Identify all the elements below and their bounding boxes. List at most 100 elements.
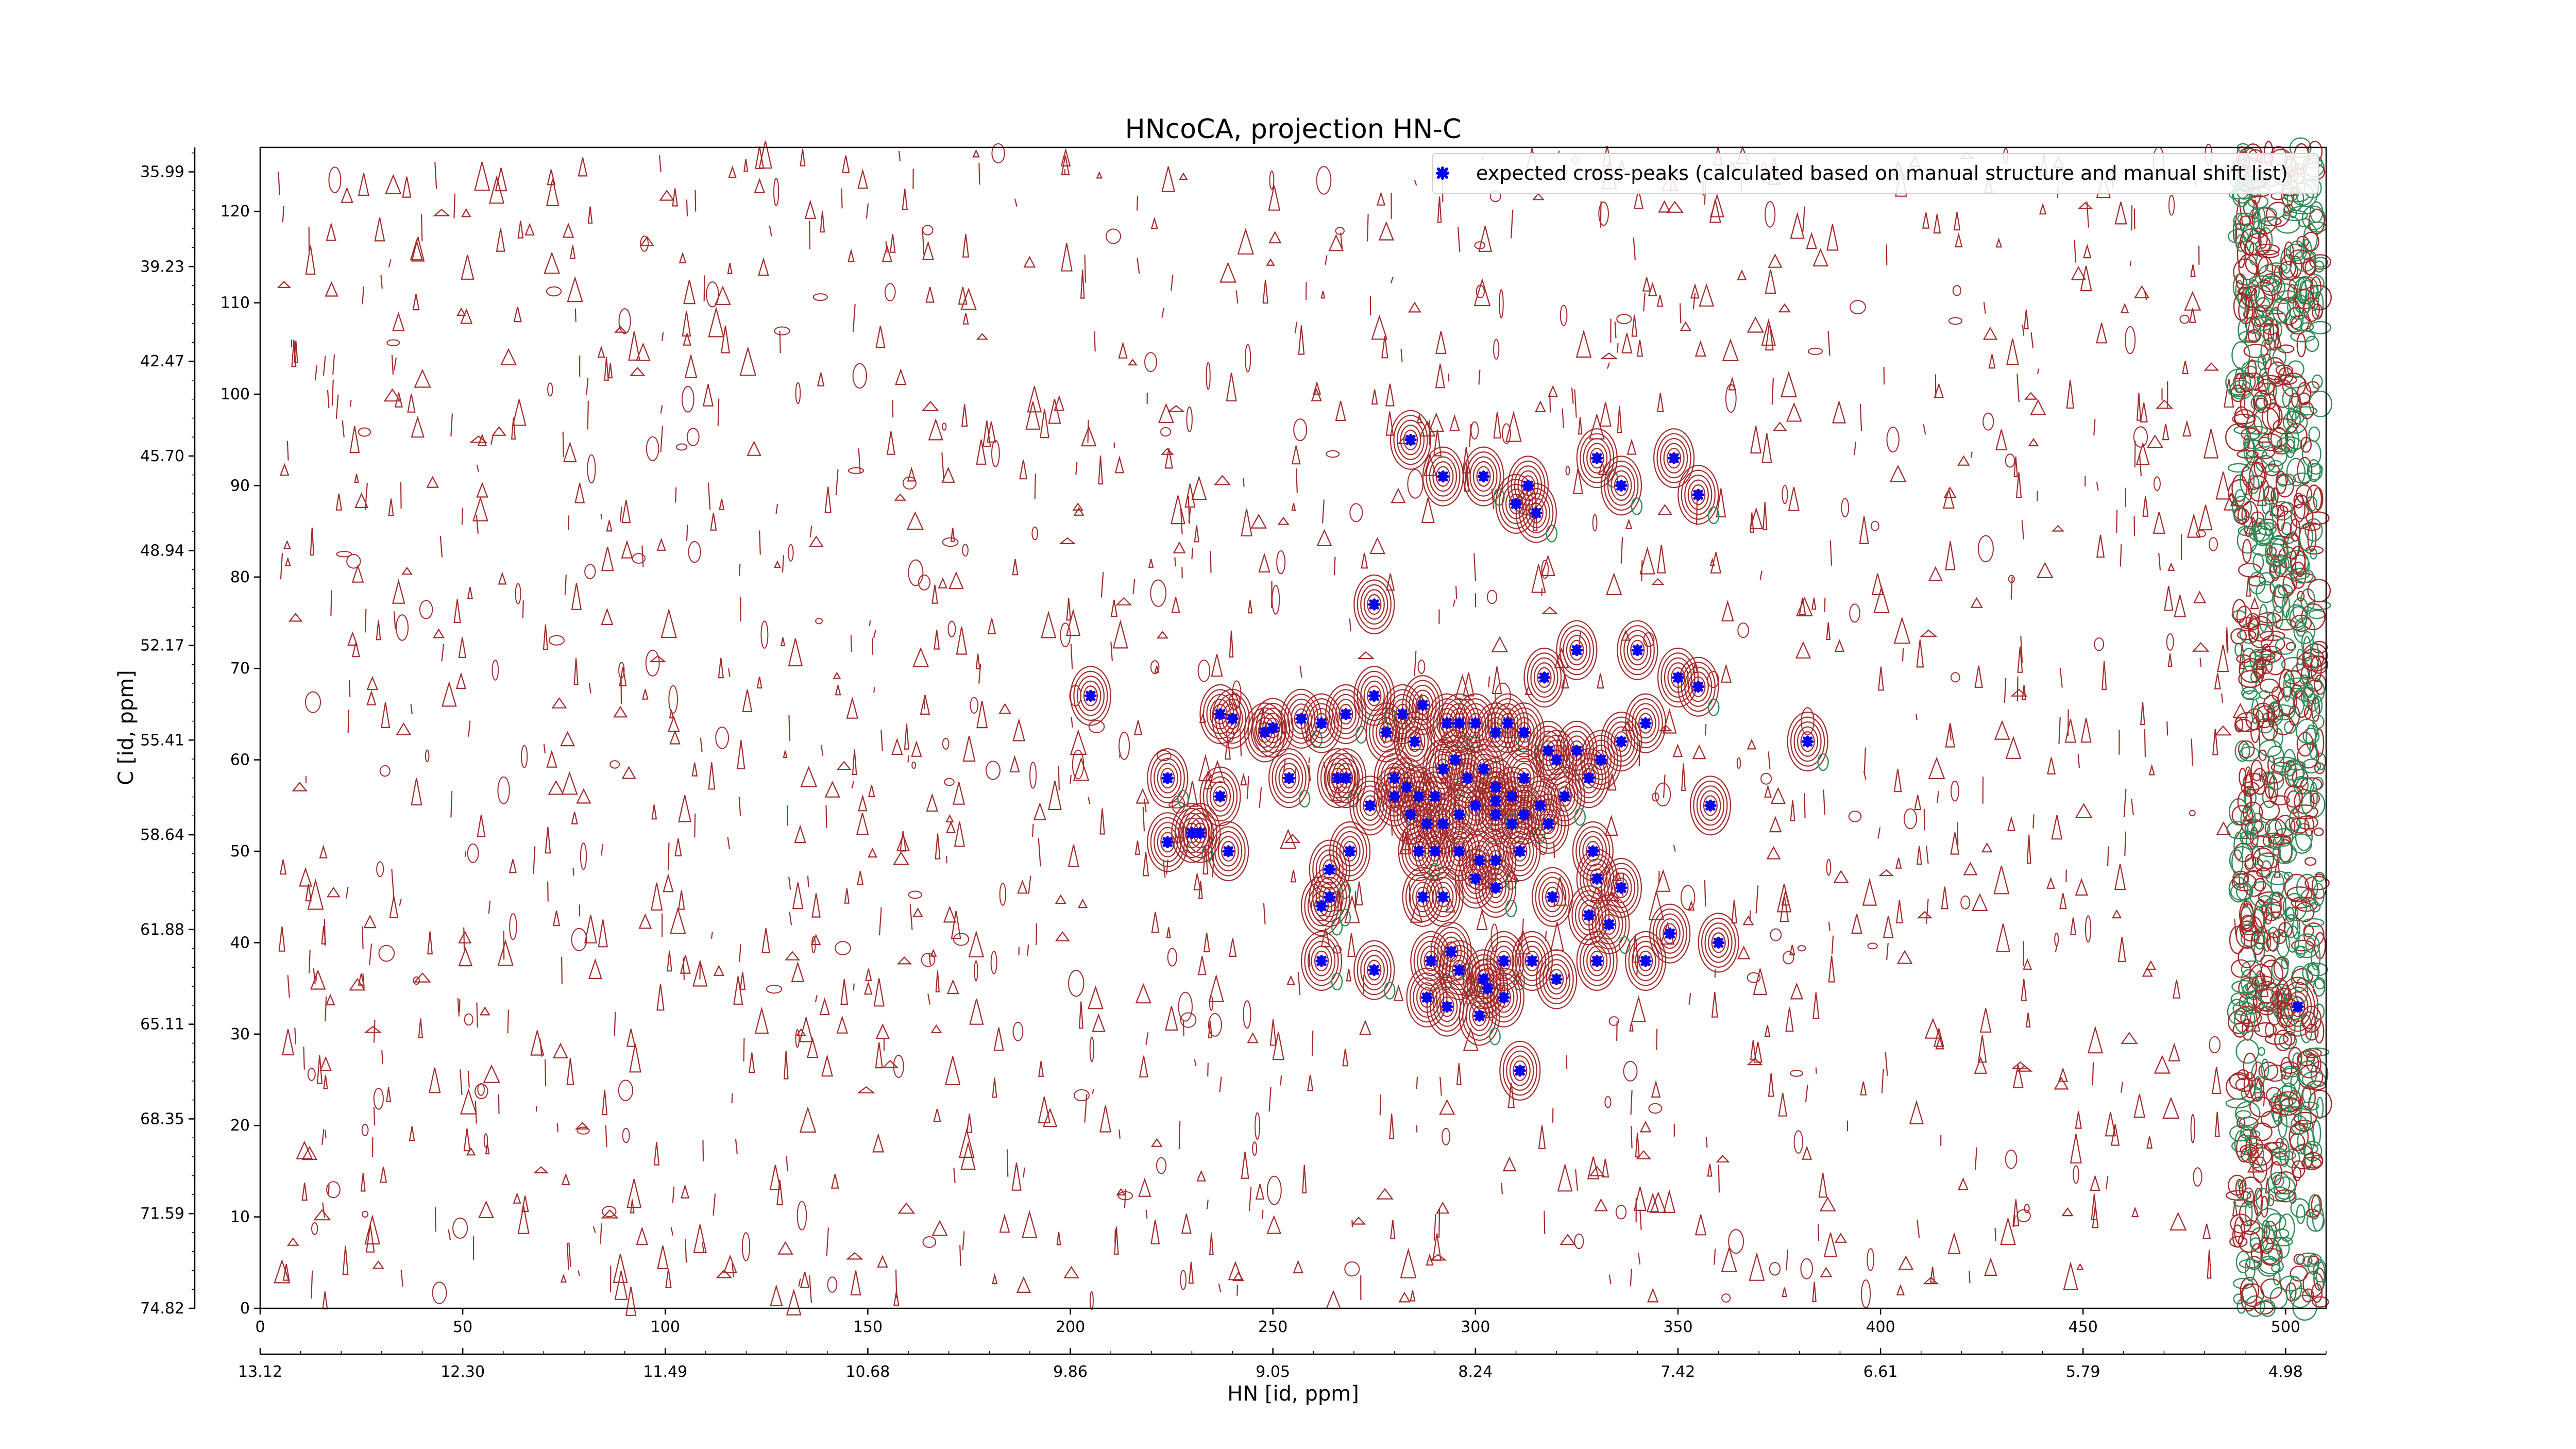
edge-contour <box>2283 673 2292 702</box>
edge-contour <box>2274 1171 2297 1194</box>
noise-contour <box>601 1209 619 1219</box>
noise-contour <box>974 960 978 982</box>
edge-contour <box>2255 207 2277 222</box>
edge-contour <box>2310 642 2319 670</box>
noise-contour <box>1679 303 1682 324</box>
noise-contour <box>274 1259 291 1284</box>
noise-contour <box>800 766 818 787</box>
noise-contour <box>908 559 924 586</box>
noise-contour <box>2016 1209 2031 1222</box>
peak-contour <box>1363 680 1385 712</box>
y-ppm-tick-label: 39.23 <box>140 258 184 276</box>
cross-peak-marker <box>1639 955 1652 967</box>
noise-contour <box>1788 486 1800 511</box>
peak-contour <box>1268 748 1310 808</box>
noise-contour <box>1134 840 1141 855</box>
noise-contour <box>402 176 412 198</box>
noise-contour <box>512 399 527 426</box>
peak-contour <box>1632 940 1660 982</box>
noise-contour <box>2066 380 2074 409</box>
noise-contour <box>1183 1021 1184 1036</box>
noise-contour <box>319 1056 332 1071</box>
noise-contour <box>1442 1127 1451 1145</box>
noise-contour <box>908 890 922 899</box>
x-tick-label: 250 <box>1258 1318 1287 1336</box>
noise-contour <box>556 1123 559 1133</box>
noise-contour <box>544 251 560 274</box>
noise-contour <box>1266 1215 1282 1234</box>
noise-contour <box>935 970 940 992</box>
noise-contour <box>1161 166 1176 192</box>
noise-contour <box>656 537 666 551</box>
negative-contour <box>1708 506 1720 525</box>
noise-contour <box>927 993 931 1005</box>
noise-contour <box>1208 1021 1213 1038</box>
edge-contour <box>2311 1155 2324 1168</box>
noise-contour <box>1229 630 1234 658</box>
noise-contour <box>2203 429 2219 459</box>
noise-contour <box>1749 507 1763 529</box>
noise-contour <box>754 178 766 193</box>
edge-contour <box>2254 527 2274 544</box>
edge-contour <box>2251 975 2275 987</box>
peak-contour <box>1545 886 1560 907</box>
edge-contour <box>2312 1120 2321 1147</box>
noise-contour <box>904 723 909 750</box>
noise-contour <box>2022 685 2027 700</box>
noise-contour <box>605 1125 607 1148</box>
noise-contour <box>619 507 622 522</box>
noise-contour <box>1877 666 1884 691</box>
edge-contour <box>2271 958 2289 981</box>
noise-contour <box>2153 476 2161 491</box>
noise-contour <box>2054 932 2059 946</box>
noise-contour <box>639 236 655 246</box>
noise-contour <box>335 394 339 419</box>
noise-contour <box>956 626 968 655</box>
noise-contour <box>1197 956 1207 975</box>
edge-contour <box>2290 330 2316 343</box>
noise-contour <box>1308 757 1310 764</box>
noise-contour <box>2191 738 2193 766</box>
noise-contour <box>1124 1189 1127 1208</box>
noise-contour <box>987 421 996 443</box>
edge-contour <box>2239 1176 2263 1203</box>
peak-contour <box>1625 693 1667 753</box>
noise-contour <box>362 973 365 988</box>
noise-contour <box>1029 762 1037 789</box>
noise-contour <box>821 1054 833 1077</box>
noise-contour <box>286 441 289 461</box>
peak-contour <box>1509 836 1531 867</box>
noise-contour <box>1753 1041 1762 1063</box>
noise-contour <box>942 537 959 547</box>
y-ppm-tick-label: 35.99 <box>140 163 184 181</box>
peak-contour <box>1483 967 1524 1027</box>
x-axis-label: HN [id, ppm] <box>1227 1382 1359 1406</box>
noise-contour <box>1246 776 1249 799</box>
noise-contour <box>1617 406 1622 433</box>
noise-contour <box>2158 553 2161 570</box>
noise-contour <box>325 281 338 297</box>
negative-contour <box>1546 525 1558 543</box>
noise-contour <box>604 357 609 381</box>
noise-contour <box>815 995 818 1003</box>
noise-contour <box>577 1126 590 1135</box>
noise-contour <box>1574 1233 1584 1250</box>
noise-contour <box>669 710 674 719</box>
peak-contour <box>1493 982 1515 1013</box>
peak-contour <box>1700 790 1721 821</box>
noise-contour <box>799 1015 814 1042</box>
noise-contour <box>953 1167 956 1183</box>
edge-contour <box>2285 906 2298 920</box>
noise-contour <box>808 535 824 547</box>
noise-contour <box>858 448 861 474</box>
noise-contour <box>1914 795 1922 811</box>
edge-contour <box>2267 1003 2282 1026</box>
peak-contour <box>1578 763 1600 794</box>
cross-peak-marker <box>1550 973 1563 986</box>
edge-contour <box>2236 450 2259 459</box>
noise-contour <box>1511 210 1514 239</box>
noise-contour <box>1770 928 1782 941</box>
noise-contour <box>1157 750 1172 762</box>
noise-contour <box>1400 349 1403 362</box>
y-ppm-tick-label: 65.11 <box>140 1016 184 1034</box>
